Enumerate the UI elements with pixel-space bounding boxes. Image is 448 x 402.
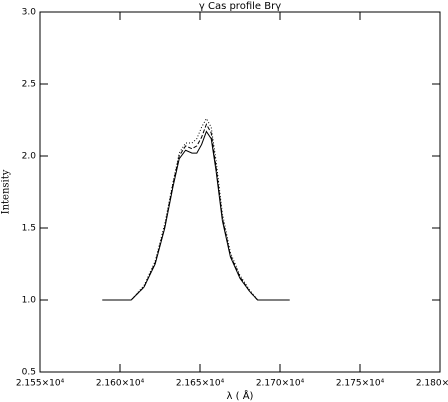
y-tick-label: 2.5 bbox=[22, 80, 36, 90]
x-tick-label: 2.165×10⁴ bbox=[176, 379, 225, 389]
x-tick-label: 2.180×10⁴ bbox=[416, 379, 448, 389]
x-axis-label: λ ( Å) bbox=[227, 389, 254, 402]
x-tick-label: 2.160×10⁴ bbox=[96, 379, 145, 389]
y-tick-label: 3.0 bbox=[22, 8, 37, 18]
x-tick-label: 2.175×10⁴ bbox=[336, 379, 385, 389]
y-tick-label: 2.0 bbox=[22, 152, 37, 162]
y-tick-label: 1.5 bbox=[22, 224, 36, 234]
plot-frame bbox=[39, 11, 441, 373]
series-line bbox=[102, 130, 290, 301]
y-tick-label: 1.0 bbox=[22, 296, 37, 306]
y-axis-label: Intensity bbox=[1, 169, 12, 214]
y-tick-label: 0.5 bbox=[22, 368, 36, 378]
x-tick-label: 2.155×10⁴ bbox=[16, 379, 65, 389]
series-line bbox=[102, 123, 290, 301]
chart-title: γ Cas profile Brγ bbox=[199, 1, 281, 12]
series-line bbox=[102, 117, 290, 301]
x-tick-label: 2.170×10⁴ bbox=[256, 379, 305, 389]
